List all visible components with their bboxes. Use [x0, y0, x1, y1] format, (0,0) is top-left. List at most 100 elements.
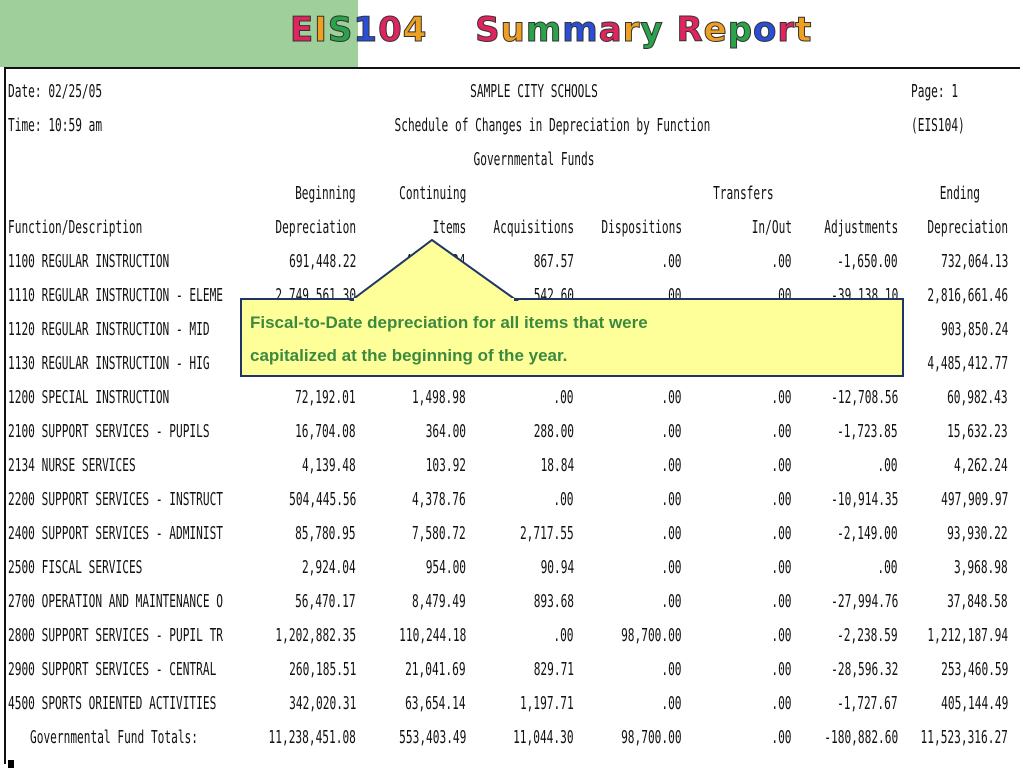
cell-acquisitions: .00	[553, 387, 574, 408]
cell-description: 2700 OPERATION AND MAINTENANCE O	[8, 591, 224, 612]
title-letter: e	[703, 10, 728, 51]
cell-beginning: 691,448.22	[288, 251, 356, 272]
cell-adjustments: -2,149.00	[837, 523, 898, 544]
title-letter: S	[327, 10, 354, 51]
cell-dispositions: .00	[661, 251, 682, 272]
cell-dispositions: .00	[661, 557, 682, 578]
column-header-adjustments: Adjustments	[824, 217, 898, 238]
cell-transfers: .00	[771, 489, 792, 510]
title-letter: R	[676, 10, 704, 51]
cell-continuing: 364.00	[425, 421, 466, 442]
column-header-description: Function/Description	[8, 217, 143, 238]
cell-adjustments: -180,882.60	[824, 727, 898, 748]
cell-description: Governmental Fund Totals:	[30, 727, 198, 748]
title-letter: r	[777, 10, 796, 51]
cell-description: 2900 SUPPORT SERVICES - CENTRAL	[8, 659, 217, 680]
callout-box	[240, 298, 904, 377]
cell-beginning: 56,470.17	[295, 591, 356, 612]
cell-description: 1120 REGULAR INSTRUCTION - MID	[8, 319, 210, 340]
cell-dispositions: .00	[661, 421, 682, 442]
report-code: (EIS104)	[911, 115, 965, 136]
cell-ending: 37,848.58	[947, 591, 1008, 612]
table-row: 1130 REGULAR INSTRUCTION - HIG 4,485,412.…	[6, 347, 1022, 381]
title-letter: t	[795, 10, 813, 51]
cell-description: 1200 SPECIAL INSTRUCTION	[8, 387, 170, 408]
cell-ending: 497,909.97	[940, 489, 1008, 510]
cell-ending: 405,144.49	[940, 693, 1008, 714]
title-letter: m	[525, 10, 563, 51]
cell-transfers: .00	[771, 421, 792, 442]
totals-row: Governmental Fund Totals: 11,238,451.08 55…	[6, 721, 1022, 755]
cell-adjustments: -28,596.32	[830, 659, 898, 680]
cell-beginning: 4,139.48	[302, 455, 356, 476]
column-header-transfers: In/Out	[751, 217, 792, 238]
cell-adjustments: .00	[877, 455, 898, 476]
cell-transfers: .00	[771, 523, 792, 544]
column-header-dispositions: Dispositions	[601, 217, 682, 238]
callout-line-1: Fiscal-to-Date depreciation for all item…	[250, 313, 648, 332]
cell-description: 1130 REGULAR INSTRUCTION - HIG	[8, 353, 210, 374]
cell-dispositions: .00	[661, 387, 682, 408]
title-letter: u	[500, 10, 526, 51]
cell-continuing: 553,403.49	[398, 727, 466, 748]
cell-adjustments: -12,708.56	[830, 387, 898, 408]
cell-dispositions: .00	[661, 489, 682, 510]
cell-ending: 1,212,187.94	[927, 625, 1008, 646]
cell-description: 2134 NURSE SERVICES	[8, 455, 136, 476]
table-row: 2500 FISCAL SERVICES 2,924.04 954.00 90.94.…	[6, 551, 1022, 585]
cell-beginning: 11,238,451.08	[268, 727, 356, 748]
cell-acquisitions: 893.68	[533, 591, 574, 612]
callout-line-2: capitalized at the beginning of the year…	[250, 346, 568, 365]
cell-acquisitions: 288.00	[533, 421, 574, 442]
cell-description: 2200 SUPPORT SERVICES - INSTRUCT	[8, 489, 224, 510]
cell-continuing: 21,041.69	[405, 659, 466, 680]
cell-adjustments: -10,914.35	[830, 489, 898, 510]
cell-continuing: 110,244.18	[398, 625, 466, 646]
table-row: 2900 SUPPORT SERVICES - CENTRAL 260,185.5…	[6, 653, 1022, 687]
cell-continuing: 4,378.76	[412, 489, 466, 510]
slide-corner-mark	[8, 760, 14, 768]
title-letter: 4	[402, 10, 428, 51]
report-page: Page: 1	[911, 81, 959, 102]
title-letter: E	[289, 10, 315, 51]
cell-ending: 732,064.13	[940, 251, 1008, 272]
cell-acquisitions: .00	[553, 625, 574, 646]
report-subtitle: Schedule of Changes in Depreciation by F…	[394, 115, 711, 136]
title-letter: 0	[378, 10, 403, 51]
cell-dispositions: .00	[661, 591, 682, 612]
cell-continuing: 7,580.72	[412, 523, 466, 544]
title-letter: a	[598, 10, 623, 51]
cell-ending: 2,816,661.46	[927, 285, 1008, 306]
cell-ending: 93,930.22	[947, 523, 1008, 544]
table-row: 1120 REGULAR INSTRUCTION - MID 903,850.24	[6, 313, 1022, 347]
cell-transfers: .00	[771, 455, 792, 476]
table-row: 2800 SUPPORT SERVICES - PUPIL TR 1,202,88…	[6, 619, 1022, 653]
title-letter: y	[640, 10, 664, 51]
report-printout: Date: 02/25/05 SAMPLE CITY SCHOOLS Page:…	[4, 67, 1020, 764]
cell-continuing: 954.00	[425, 557, 466, 578]
column-header-row: Function/Description Depreciation Items Acq…	[6, 211, 1022, 245]
cell-acquisitions: 90.94	[540, 557, 574, 578]
column-header-top-row: Beginning Continuing Transfers Ending	[6, 177, 1022, 211]
title-accent-block	[0, 0, 358, 67]
table-row: 2100 SUPPORT SERVICES - PUPILS 16,704.08 3…	[6, 415, 1022, 449]
cell-description: 2800 SUPPORT SERVICES - PUPIL TR	[8, 625, 224, 646]
cell-continuing: 1,498.98	[412, 387, 466, 408]
cell-acquisitions: 1,197.71	[520, 693, 574, 714]
table-row: 2134 NURSE SERVICES 4,139.48 103.92 18.84 .0…	[6, 449, 1022, 483]
table-row: 2700 OPERATION AND MAINTENANCE O 56,470.1…	[6, 585, 1022, 619]
cell-adjustments: -27,994.76	[830, 591, 898, 612]
table-row: 1100 REGULAR INSTRUCTION 691,448.22 41,398…	[6, 245, 1022, 279]
cell-description: 1100 REGULAR INSTRUCTION	[8, 251, 170, 272]
cell-transfers: .00	[771, 727, 792, 748]
title-letter: m	[562, 10, 599, 51]
column-header-acquisitions: Acquisitions	[493, 217, 574, 238]
title-letter: I	[314, 10, 328, 51]
cell-transfers: .00	[771, 659, 792, 680]
cell-beginning: 342,020.31	[288, 693, 356, 714]
cell-continuing: 103.92	[425, 455, 466, 476]
cell-continuing: 63,654.14	[405, 693, 466, 714]
slide-title: EIS104 Summary Report	[289, 10, 813, 51]
column-header-continuing: Items	[432, 217, 466, 238]
report-org: SAMPLE CITY SCHOOLS	[470, 81, 598, 102]
